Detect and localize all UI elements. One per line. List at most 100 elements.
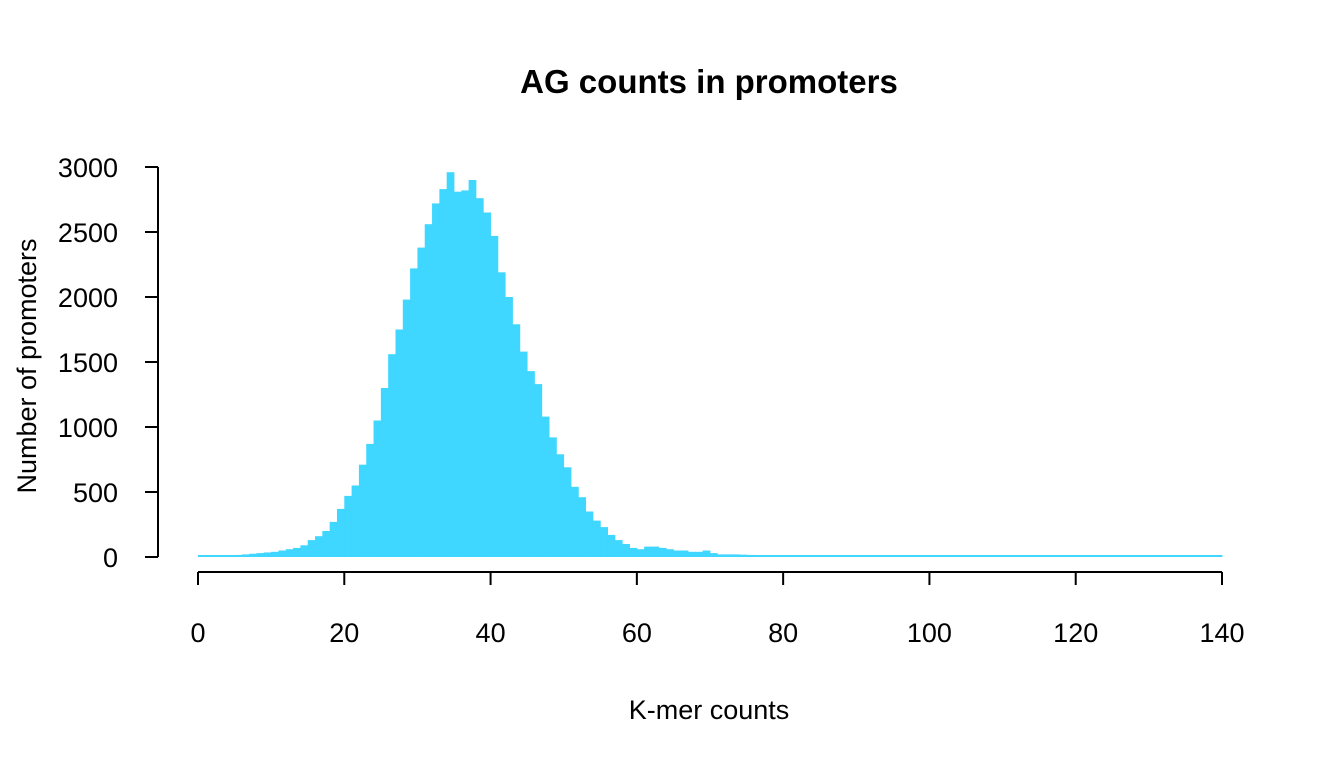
histogram-bar	[1017, 555, 1025, 557]
histogram-bar	[198, 555, 206, 557]
histogram-bar	[293, 547, 301, 557]
histogram-bar	[812, 555, 821, 557]
histogram-bar	[278, 550, 287, 557]
histogram-bars	[198, 172, 1223, 557]
histogram-bar	[527, 371, 535, 557]
histogram-bar	[885, 555, 894, 557]
histogram-bar	[432, 203, 440, 557]
x-axis-label: K-mer counts	[629, 695, 790, 725]
x-tick-label: 140	[1199, 618, 1244, 648]
histogram-bar	[263, 552, 272, 557]
histogram-bar	[783, 555, 791, 557]
histogram-bar	[856, 555, 864, 557]
histogram-bar	[1148, 555, 1157, 557]
histogram-bar	[424, 224, 433, 557]
histogram-bar	[351, 485, 360, 557]
histogram-bar	[922, 555, 930, 557]
histogram-bar	[936, 555, 945, 557]
histogram-bar	[336, 508, 345, 557]
x-tick-label: 60	[622, 618, 652, 648]
histogram-bar	[607, 534, 616, 557]
histogram-bar	[805, 555, 813, 557]
histogram-bar	[841, 555, 850, 557]
histogram-bar	[695, 551, 704, 557]
histogram-bar	[249, 553, 257, 557]
histogram-bar	[329, 521, 338, 557]
histogram-bar	[746, 554, 755, 557]
x-tick-label: 80	[768, 618, 798, 648]
histogram-bar	[980, 555, 989, 557]
histogram-bar	[1009, 555, 1018, 557]
histogram-bar	[848, 555, 857, 557]
histogram-bar	[863, 555, 872, 557]
histogram-bar	[944, 555, 952, 557]
histogram-bar	[1200, 555, 1208, 557]
histogram-bar	[234, 554, 243, 557]
histogram-bar	[1046, 555, 1055, 557]
histogram-bar	[966, 555, 974, 557]
histogram-bar	[1141, 555, 1150, 557]
histogram-bar	[1134, 555, 1142, 557]
histogram-bar	[834, 555, 843, 557]
histogram-bar	[468, 180, 477, 557]
histogram-bar	[1126, 555, 1135, 557]
histogram-bar	[1097, 555, 1106, 557]
histogram-bar	[914, 555, 923, 557]
histogram-bar	[644, 546, 652, 557]
histogram-bar	[461, 190, 470, 557]
histogram-bar	[900, 555, 908, 557]
histogram-bar	[1192, 555, 1201, 557]
histogram-bar	[987, 555, 996, 557]
histogram-bar	[614, 540, 623, 557]
histogram-bar	[753, 555, 762, 557]
x-tick-label: 120	[1053, 618, 1098, 648]
y-tick-label: 500	[73, 478, 118, 508]
histogram-bar	[541, 416, 550, 557]
histogram-bar	[1112, 555, 1120, 557]
y-axis: 0 500 1000 1500 2000 2500 3000	[58, 153, 159, 573]
histogram-bar	[578, 497, 587, 557]
x-tick-label: 20	[329, 618, 359, 648]
y-axis-label: Number of promoters	[12, 238, 42, 493]
histogram-bar	[446, 172, 455, 557]
histogram-bar	[519, 351, 528, 557]
histogram-bar	[797, 555, 806, 557]
histogram-bar	[878, 555, 886, 557]
histogram-bar	[995, 555, 1003, 557]
histogram-bar	[717, 554, 726, 557]
histogram-bar	[958, 555, 967, 557]
histogram-bar	[629, 547, 638, 557]
histogram-bar	[1156, 555, 1164, 557]
histogram-bar	[1083, 555, 1091, 557]
histogram-bar	[585, 511, 594, 557]
histogram-bar	[1170, 555, 1179, 557]
histogram-bar	[1024, 555, 1033, 557]
histogram-bar	[892, 555, 901, 557]
histogram-bar	[344, 495, 352, 557]
histogram-bar	[673, 550, 682, 557]
histogram-bar	[592, 520, 601, 557]
histogram-bar	[761, 555, 769, 557]
histogram-bar	[358, 464, 367, 557]
histogram-bar	[556, 454, 565, 557]
histogram-bar	[1163, 555, 1172, 557]
histogram-bar	[622, 544, 630, 557]
y-tick-label: 1500	[58, 348, 118, 378]
histogram-bar	[549, 437, 557, 557]
histogram-bar	[1185, 555, 1194, 557]
histogram-bar	[380, 388, 389, 557]
histogram-bar	[227, 555, 235, 557]
histogram-bar	[241, 554, 250, 557]
histogram-bar	[300, 545, 309, 557]
histogram-bar	[1214, 555, 1223, 557]
histogram-bar	[600, 527, 608, 557]
histogram-bar	[454, 191, 462, 557]
histogram-bar	[1039, 555, 1047, 557]
x-tick-label: 40	[476, 618, 506, 648]
y-tick-label: 0	[103, 543, 118, 573]
histogram-bar	[285, 549, 294, 557]
histogram-bar	[212, 555, 221, 557]
y-tick-label: 2000	[58, 283, 118, 313]
histogram-bar	[205, 555, 214, 557]
